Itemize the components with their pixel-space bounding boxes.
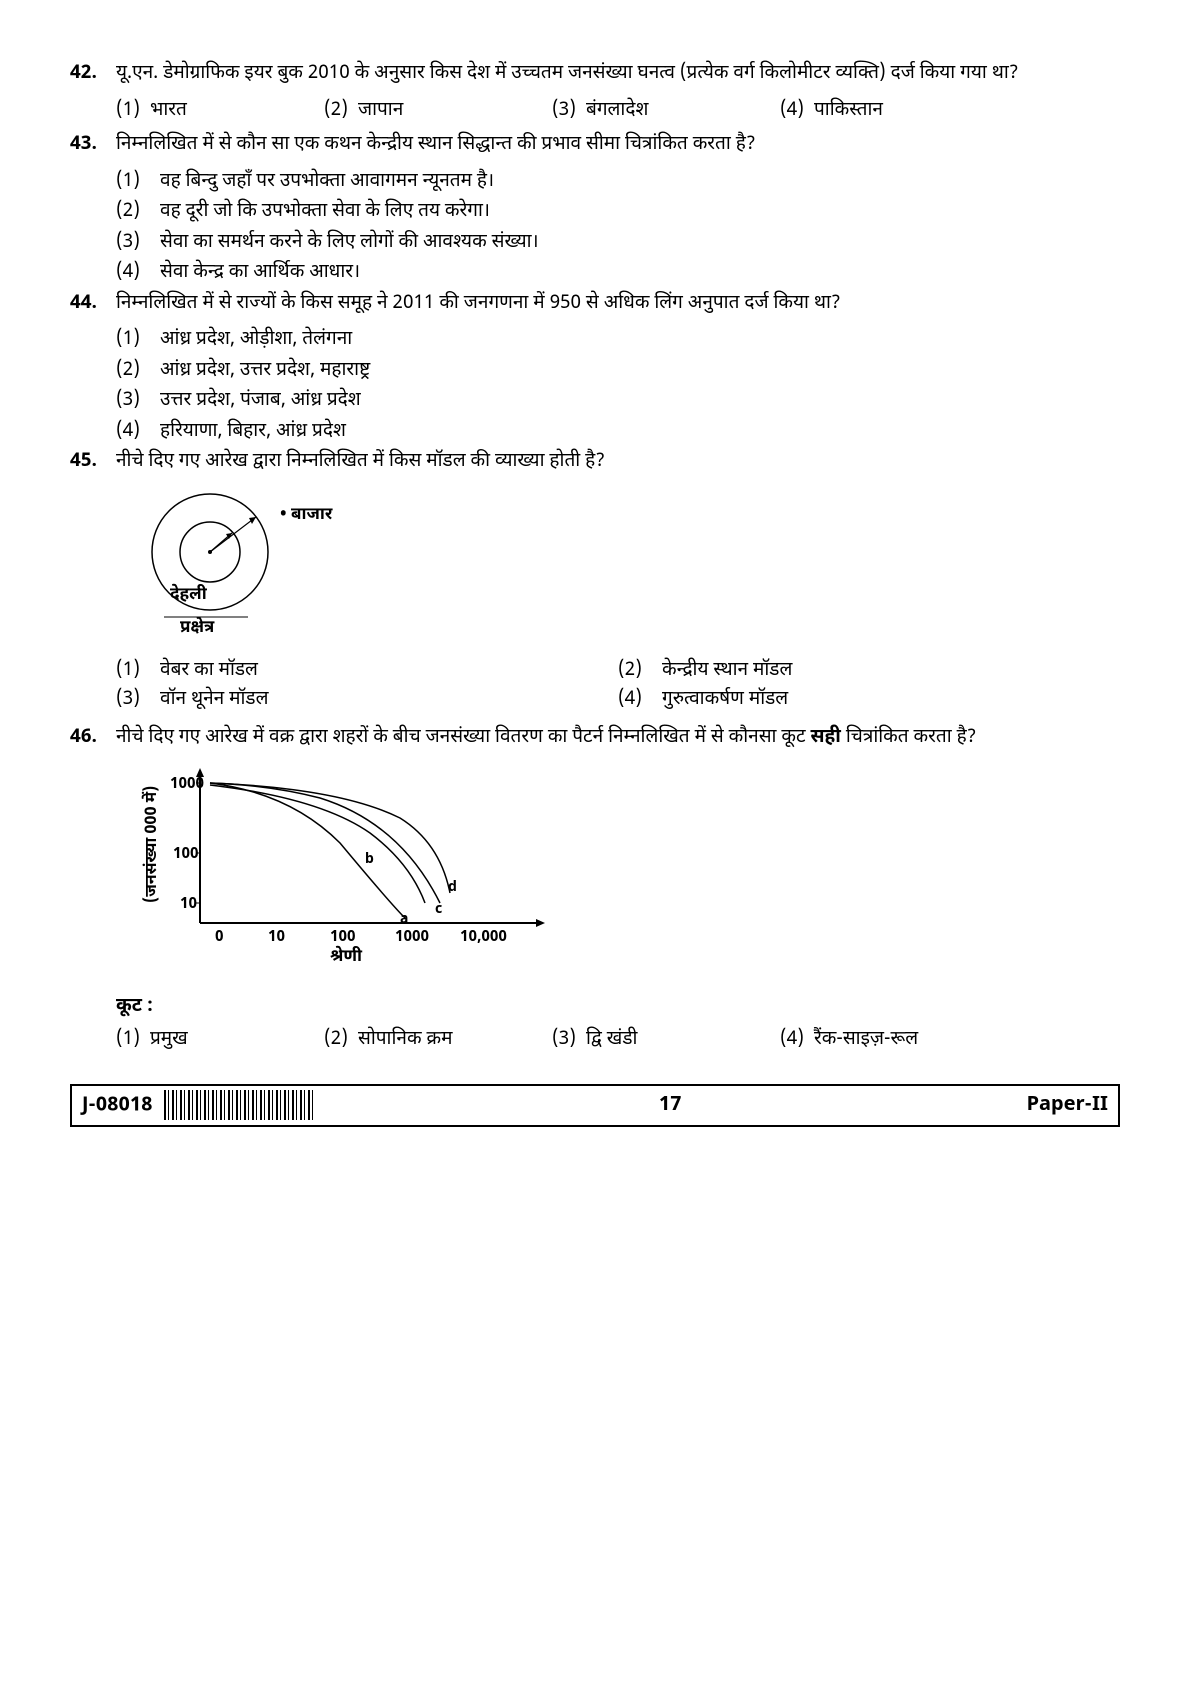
question-45: 45. नीचे दिए गए आरेख द्वारा निम्नलिखित म… [70,448,1120,477]
svg-text:b: b [365,850,374,869]
option: (2)आंध्र प्रदेश, उत्तर प्रदेश, महाराष्ट्… [116,357,1120,386]
option: (1)वह बिन्दु जहाँ पर उपभोक्ता आवागमन न्य… [116,168,1120,197]
footer-left: J-08018 [82,1090,314,1121]
question-42: 42. यू.एन. डेमोग्राफिक इयर बुक 2010 के अ… [70,60,1120,89]
option: (2)वह दूरी जो कि उपभोक्ता सेवा के लिए तय… [116,198,1120,227]
q45-options-row1: (1)वेबर का मॉडल (2)केन्द्रीय स्थान मॉडल [116,657,1120,686]
qnum: 46. [70,724,116,753]
option: (1)वेबर का मॉडल [116,657,618,686]
question-44: 44. निम्नलिखित में से राज्यों के किस समू… [70,290,1120,319]
svg-text:10: 10 [268,929,285,948]
circle-diagram-svg: • बाजार देहली प्रक्षेत्र [140,487,400,637]
svg-text:1000: 1000 [395,929,429,948]
option: (3)वॉन थूनेन मॉडल [116,686,618,715]
option: (1)भारत [116,97,316,126]
option: (1)प्रमुख [116,1026,316,1055]
q46-options: (1)प्रमुख (2)सोपानिक क्रम (3)द्वि खंडी (… [116,1026,1120,1055]
qnum: 45. [70,448,116,477]
svg-text:a: a [400,910,408,929]
svg-text:100: 100 [173,846,199,865]
option: (4)हरियाणा, बिहार, आंध्र प्रदेश [116,418,1120,447]
option: (4)रैंक-साइज़-रूल [780,1026,918,1055]
threshold-label: देहली [170,583,208,606]
svg-text:d: d [448,878,457,897]
q45-options-row2: (3)वॉन थूनेन मॉडल (4)गुरुत्वाकर्षण मॉडल [116,686,1120,715]
option: (4)गुरुत्वाकर्षण मॉडल [618,686,1120,715]
option: (4)पाकिस्तान [780,97,883,126]
option: (2)केन्द्रीय स्थान मॉडल [618,657,1120,686]
qtext: नीचे दिए गए आरेख में वक्र द्वारा शहरों क… [116,724,1120,753]
question-46: 46. नीचे दिए गए आरेख में वक्र द्वारा शहर… [70,724,1120,753]
q42-options: (1)भारत (2)जापान (3)बंगलादेश (4)पाकिस्ता… [116,97,1120,126]
svg-text:10: 10 [180,896,197,915]
svg-text:1000: 1000 [170,776,204,795]
option: (3)उत्तर प्रदेश, पंजाब, आंध्र प्रदेश [116,387,1120,416]
code-label: कूट : [116,993,1120,1022]
page-footer: J-08018 17 Paper-II [70,1084,1120,1127]
footer-right: Paper-II [1027,1091,1108,1121]
option: (3)सेवा का समर्थन करने के लिए लोगों की आ… [116,229,1120,258]
field-label: प्रक्षेत्र [180,616,215,637]
option: (2)जापान [324,97,544,126]
qnum: 42. [70,60,116,89]
option: (3)द्वि खंडी [552,1026,772,1055]
q45-diagram: • बाजार देहली प्रक्षेत्र [140,487,1120,648]
option: (2)सोपानिक क्रम [324,1026,544,1055]
footer-page: 17 [659,1091,682,1121]
x-axis-label: श्रेणी [330,945,363,968]
qnum: 43. [70,131,116,160]
qtext: निम्नलिखित में से राज्यों के किस समूह ने… [116,290,1120,319]
q46-chart: (जनसंख्या 000 में) 1000 100 10 0 10 100 … [140,763,1120,984]
barcode-icon [164,1090,314,1120]
svg-text:c: c [435,900,442,919]
market-label: • बाजार [280,504,333,526]
qtext: निम्नलिखित में से कौन सा एक कथन केन्द्री… [116,131,1120,160]
qtext: यू.एन. डेमोग्राफिक इयर बुक 2010 के अनुसा… [116,60,1120,89]
rank-size-chart-svg: (जनसंख्या 000 में) 1000 100 10 0 10 100 … [140,763,560,973]
option: (3)बंगलादेश [552,97,772,126]
y-axis-label: (जनसंख्या 000 में) [141,785,163,902]
question-43: 43. निम्नलिखित में से कौन सा एक कथन केन्… [70,131,1120,160]
svg-text:0: 0 [215,929,224,948]
option: (1)आंध्र प्रदेश, ओड़ीशा, तेलंगना [116,326,1120,355]
qtext: नीचे दिए गए आरेख द्वारा निम्नलिखित में क… [116,448,1120,477]
option: (4)सेवा केन्द्र का आर्थिक आधार। [116,259,1120,288]
qnum: 44. [70,290,116,319]
svg-text:10,000: 10,000 [460,929,507,948]
